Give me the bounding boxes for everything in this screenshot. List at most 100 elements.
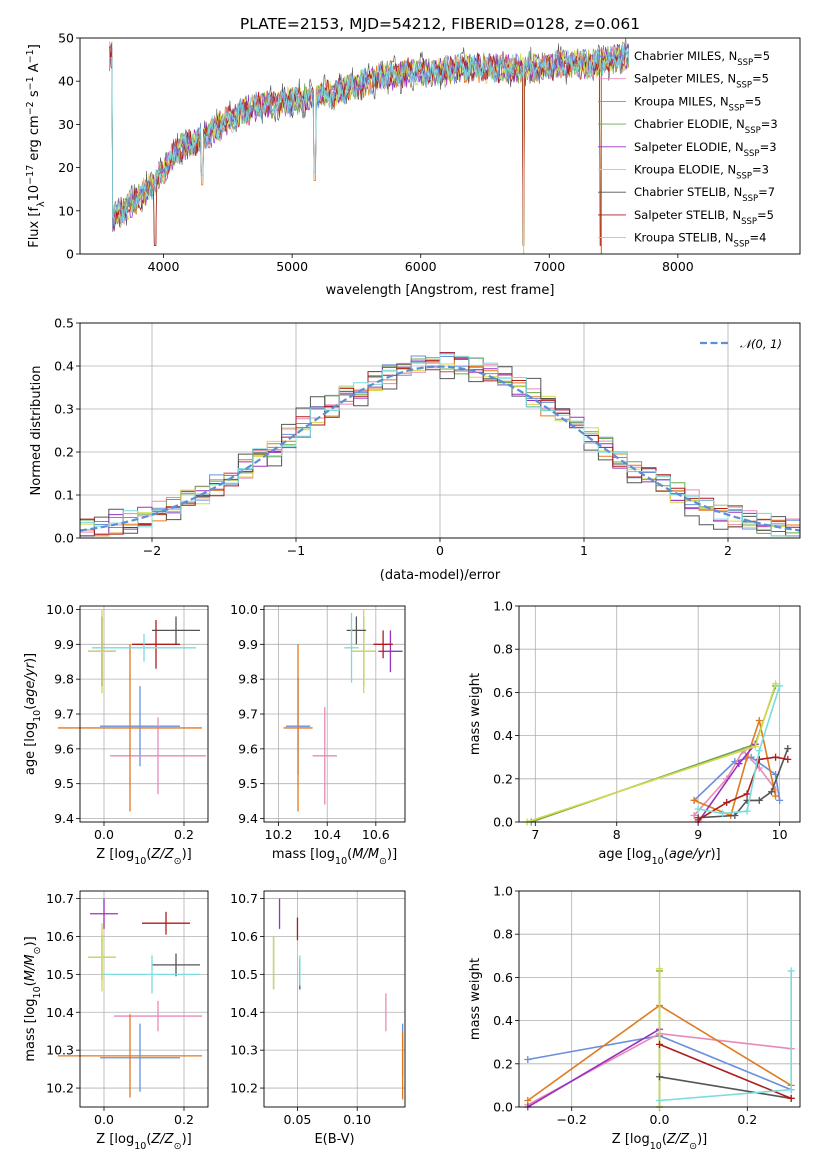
weight-marker-k_stelib [787,1086,795,1094]
spectrum-line-s_stelib [109,44,630,246]
y-tick-label: 0.0 [54,531,74,546]
y-tick-label: 0.2 [493,771,513,786]
y-tick-label: 10.5 [230,967,258,982]
weight-marker-s_stelib [784,755,792,763]
y-tick-label: 10.0 [230,602,258,617]
massweight_vs_age-series [523,680,792,826]
y-tick-label: 9.6 [54,741,74,756]
spectrum-xlabel: wavelength [Angstrom, rest frame] [326,283,555,298]
y-tick-label: 9.7 [238,707,258,722]
y-tick-label: 10.4 [230,1005,258,1020]
x-tick-label: 0.2 [174,1112,194,1127]
x-tick-label: 7000 [533,259,565,274]
mass_vs_Z-ylabel: mass [log10(M/M⊙)] [23,936,43,1061]
x-tick-label: 9 [694,827,702,842]
y-tick-label: 0.6 [493,685,513,700]
weight-line-s_stelib [659,1043,792,1100]
weight-marker-k_stelib [787,967,795,975]
weight-marker-k_stelib [719,809,727,817]
y-tick-label: 1.0 [493,884,513,899]
mass_vs_Z-axes: 0.0 0.2 10.2 10.3 10.4 10.5 10.6 10.7 [46,891,208,1127]
weight-marker-c_stelib [731,812,739,820]
weight-marker-s_stelib [772,753,780,761]
x-tick-label: 4000 [148,259,180,274]
x-tick-label: −2 [143,543,161,558]
x-tick-label: 8 [613,827,621,842]
histogram-ylabel: Normed distribution [29,366,44,496]
y-tick-label: 9.9 [54,637,74,652]
weight-line-c_stelib [659,1076,792,1100]
age_vs_mass-points [283,609,403,812]
weight-marker-s_stelib [656,1040,663,1048]
histogram-xlabel: (data-model)/error [380,568,501,583]
spectrum-legend: Chabrier MILES, NSSP=5 Salpeter MILES, NS… [598,49,778,250]
x-tick-label: 0.2 [174,827,194,842]
weight-line-c_stelib [698,748,789,819]
y-tick-label: 0.2 [54,445,74,460]
weight-marker-c_miles [776,796,784,804]
x-tick-label: −1 [287,543,305,558]
age_vs_Z-points [58,609,206,812]
y-tick-label: 0.4 [493,728,513,743]
age_vs_Z-axes: 0.0 0.2 9.4 9.5 9.6 9.7 9.8 9.9 10.0 [46,602,208,842]
spectrum-axes: 4000 5000 6000 7000 8000 0 10 20 30 40 50 [58,31,694,275]
x-tick-label: 0.0 [94,827,114,842]
legend-label-c_miles: Chabrier MILES, NSSP=5 [634,49,770,68]
y-tick-label: 0.1 [54,488,74,503]
x-tick-label: 10.6 [362,827,390,842]
plots-layer: 4000 5000 6000 7000 800001020304050Chabrier … [23,31,801,1152]
mass_vs_ebv-frame [263,890,406,1108]
weight-line-s_elodie [527,1028,660,1108]
y-tick-label: 9.8 [54,672,74,687]
x-tick-label: 0.10 [343,1112,371,1127]
figure-title: PLATE=2153, MJD=54212, FIBERID=0128, z=0… [240,15,640,33]
mass_vs_ebv-xlabel: E(B-V) [314,1132,354,1147]
weight-marker-k_miles [755,716,763,724]
y-tick-label: 9.5 [238,776,258,791]
x-tick-label: 10.2 [265,827,293,842]
mass_vs_ebv-axes: 0.05 0.10 10.2 10.3 10.4 10.5 10.6 10.7 [230,891,405,1127]
y-tick-label: 0.6 [493,970,513,985]
massweight_vs_Z-xlabel: Z [log10(Z/Z⊙)] [612,1132,707,1152]
weight-marker-k_elodie [751,742,759,750]
x-tick-label: 0.0 [94,1112,114,1127]
weight-marker-c_stelib [656,1073,663,1081]
y-tick-label: 0.0 [493,1100,513,1115]
x-tick-label: 5000 [276,259,308,274]
legend-label-c_stelib: Chabrier STELIB, NSSP=7 [634,185,775,204]
y-tick-label: 40 [58,74,74,89]
y-tick-label: 0.2 [493,1056,513,1071]
histogram-frame [79,322,801,539]
weight-marker-k_stelib [743,807,751,815]
weight-marker-s_stelib [723,799,731,807]
weight-marker-s_miles [690,812,698,820]
weight-marker-k_stelib [755,747,763,755]
y-tick-label: 10.0 [46,602,74,617]
massweight_vs_Z-frame [518,890,801,1108]
mass_vs_Z-frame [79,890,209,1108]
weight-marker-k_elodie [656,965,663,973]
spectrum-line-k_stelib [109,42,630,224]
y-tick-label: 10 [58,203,74,218]
y-tick-label: 1.0 [493,599,513,614]
weight-marker-k_stelib [656,1097,663,1105]
weight-marker-k_stelib [694,805,702,813]
x-tick-label: 8000 [662,259,694,274]
y-tick-label: 10.3 [46,1043,74,1058]
y-tick-label: 10.5 [46,967,74,982]
weight-marker-s_stelib [787,1094,795,1102]
age_vs_mass-axes: 10.2 10.4 10.6 9.4 9.5 9.6 9.7 9.8 9.9 10.0 [230,602,405,842]
y-tick-label: 10.4 [46,1005,74,1020]
legend-label-s_elodie: Salpeter ELODIE, NSSP=3 [634,140,777,159]
x-tick-label: 2 [724,543,732,558]
massweight_vs_age-axes: 7 8 9 10 0.0 0.2 0.4 0.6 0.8 1.0 [493,599,800,842]
legend-label-k_elodie: Kroupa ELODIE, NSSP=3 [634,163,769,182]
y-tick-label: 0.3 [54,402,74,417]
histogram-steps [80,352,800,537]
y-tick-label: 10.6 [46,929,74,944]
weight-marker-s_elodie [735,760,743,768]
y-tick-label: 0.8 [493,642,513,657]
y-tick-label: 9.4 [238,811,258,826]
massweight_vs_age-ylabel: mass weight [468,673,483,755]
spectrum-ylabel: Flux [fλ10−17 erg cm−2 s−1 A−1] [25,44,47,248]
